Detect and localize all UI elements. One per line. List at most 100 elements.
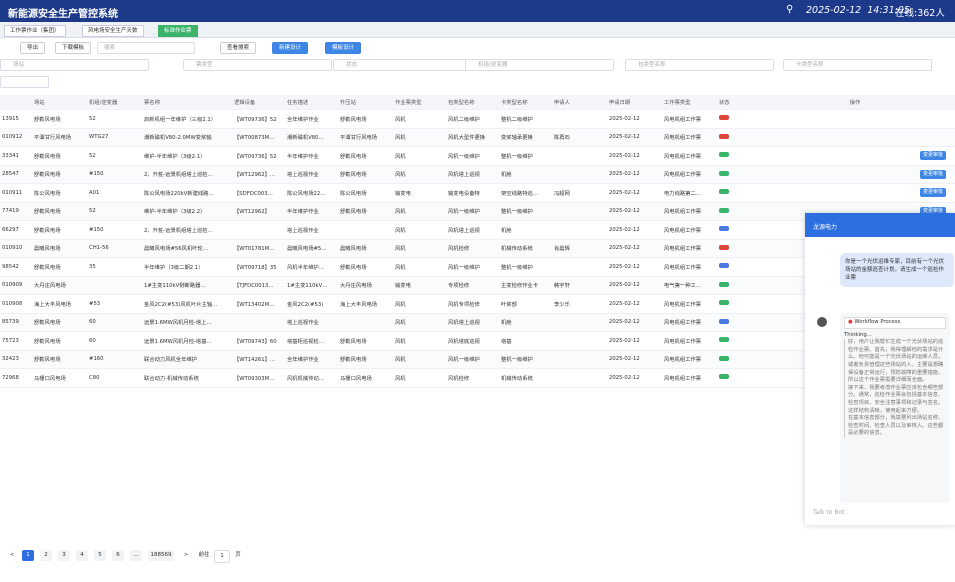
cell: 66297 bbox=[0, 220, 32, 240]
cell: 舒勒风电场 bbox=[338, 146, 393, 166]
column-header: 任务描述 bbox=[285, 95, 338, 110]
status-badge bbox=[719, 189, 729, 195]
cell bbox=[232, 313, 285, 332]
page[interactable]: 4 bbox=[76, 550, 88, 561]
search-icon[interactable]: ⚲ bbox=[786, 4, 794, 15]
page[interactable]: 2 bbox=[40, 550, 52, 561]
action-button[interactable]: 变更审批 bbox=[919, 188, 946, 198]
user-message: 你是一个光伏运维专家，目前有一个光伏场站的金额巡查计划，请生成一个巡检作业票 bbox=[840, 253, 954, 287]
cell: 舒勒风电场 bbox=[32, 313, 87, 332]
filter-input[interactable]: 卡类型名称 bbox=[783, 59, 932, 71]
cell: 【WT01781M… bbox=[232, 239, 285, 258]
page[interactable]: 1 bbox=[22, 550, 34, 561]
filter-input[interactable]: 包类型名称 bbox=[625, 59, 774, 71]
cell: 1#主变110kV侧断路器… bbox=[142, 276, 232, 295]
status-badge bbox=[719, 226, 729, 232]
cell: 舒勒风电场 bbox=[32, 146, 87, 166]
select[interactable] bbox=[0, 76, 49, 88]
cell: 全年维护作业 bbox=[285, 350, 338, 369]
cell: 输变电 bbox=[393, 276, 446, 295]
cell: 010910 bbox=[0, 239, 32, 258]
table-row: 33341 舒勒风电场 52 维护-半年维护（3级2.1） 【WT09736】52 半年维… bbox=[0, 146, 955, 166]
cell: #160 bbox=[87, 350, 142, 369]
cell: C80 bbox=[87, 368, 142, 388]
search-input[interactable]: 搜索 bbox=[97, 42, 195, 54]
cell: 机舱 bbox=[499, 313, 552, 332]
cell: 电力线路第二… bbox=[662, 183, 717, 203]
cell: 整机一级维护 bbox=[499, 257, 552, 277]
cell: 2025-02-12 bbox=[607, 109, 662, 129]
action-cell: 变更审批 bbox=[755, 165, 955, 184]
page[interactable]: 3 bbox=[58, 550, 70, 561]
cell: 维护-半年维护（3级2.2） bbox=[142, 202, 232, 221]
action-button[interactable]: 变更审批 bbox=[919, 169, 946, 179]
cell: 机械传动系统 bbox=[499, 239, 552, 258]
cell: #53 bbox=[87, 294, 142, 314]
cell: 风电机组工作票 bbox=[662, 128, 717, 147]
cell: 风电机组工作票 bbox=[662, 350, 717, 369]
filter-input[interactable]: 状态 bbox=[333, 59, 467, 71]
cell: 【WT00873M… bbox=[232, 128, 285, 147]
chat-input[interactable]: Talk to Bot bbox=[813, 509, 845, 516]
cell: 陈再石 bbox=[552, 128, 607, 147]
cell: 马栅口风电场 bbox=[338, 368, 393, 388]
tab[interactable]: 风电场安全生产天数 bbox=[82, 25, 144, 37]
page[interactable]: 6 bbox=[112, 550, 124, 561]
column-header: 逻辑设备 bbox=[232, 95, 285, 110]
cell: 【WT14261】… bbox=[232, 350, 285, 369]
cell: 风电机组工作票 bbox=[662, 146, 717, 166]
column-header: 卡类型名称 bbox=[499, 95, 552, 110]
template-button[interactable]: 模板设计 bbox=[325, 42, 362, 54]
column-header: 包类型名称 bbox=[446, 95, 499, 110]
filter-input[interactable]: 机组/逆变器 bbox=[465, 59, 614, 71]
action-button[interactable]: 变更审批 bbox=[919, 206, 946, 216]
cell: 【WT13402M… bbox=[232, 294, 285, 314]
column-header: 申请人 bbox=[552, 95, 607, 110]
cell: 舒勒风电场 bbox=[32, 220, 87, 240]
cell: 晨曦风电场 bbox=[338, 239, 393, 258]
filter-input[interactable]: 场站 bbox=[0, 59, 149, 71]
last-page[interactable]: 188569 bbox=[148, 550, 174, 561]
prev[interactable]: < bbox=[9, 552, 15, 558]
tab-active[interactable]: 标准作业票 bbox=[158, 25, 198, 37]
filter-input[interactable]: 票类型 bbox=[183, 59, 332, 71]
cell: 风机塔上巡视 bbox=[446, 220, 499, 240]
cell bbox=[552, 220, 607, 240]
cell: 风电机组工作票 bbox=[662, 239, 717, 258]
table-row: 66297 舒勒风电场 #150 2、升桩-远景机组塔上巡检… 塔上巡视作业 风机 风机塔上… bbox=[0, 220, 955, 240]
cell: 32423 bbox=[0, 350, 32, 369]
cell: 舒勒风电场 bbox=[32, 202, 87, 221]
header: 新能源安全生产管控系统 ⚲ 2025-02-12 14:31:05 在线:362… bbox=[0, 0, 955, 22]
cell: 风机 bbox=[393, 220, 446, 240]
page[interactable]: 5 bbox=[94, 550, 106, 561]
action-button[interactable]: 变更审批 bbox=[919, 151, 946, 161]
new-button[interactable]: 新建设计 bbox=[272, 42, 309, 54]
goto-input[interactable]: 1 bbox=[214, 550, 230, 563]
download-button[interactable]: 下载模板 bbox=[55, 42, 92, 54]
cell: 2025-02-12 bbox=[607, 276, 662, 295]
status-cell bbox=[717, 220, 755, 240]
status-cell bbox=[717, 294, 755, 314]
cell: 2025-02-12 bbox=[607, 128, 662, 147]
view-button[interactable]: 查看搜索 bbox=[220, 42, 257, 54]
status-badge bbox=[719, 300, 729, 306]
cell: 52 bbox=[87, 109, 142, 129]
status-badge bbox=[719, 207, 729, 213]
status-badge bbox=[719, 337, 729, 343]
cell: 35 bbox=[87, 257, 142, 277]
cell: 【WT09736】52 bbox=[232, 146, 285, 166]
cell: 舒勒风电场 bbox=[338, 165, 393, 184]
cell: 【WT09303M… bbox=[232, 368, 285, 388]
column-header: 操作 bbox=[755, 95, 955, 110]
export-button[interactable]: 导出 bbox=[20, 42, 46, 54]
status-badge bbox=[719, 318, 729, 324]
cell: 半年维护作业 bbox=[285, 146, 338, 166]
tab[interactable]: 工作票作业（集团） bbox=[4, 25, 66, 37]
cell: 2025-02-12 bbox=[607, 313, 662, 332]
status-cell bbox=[717, 313, 755, 332]
bot-reply: 好，用户让我帮忙生成一个光伏场站的巡检作业票。首先，我得理解他的需求是什么。他可… bbox=[844, 339, 946, 438]
next[interactable]: > bbox=[183, 552, 189, 558]
cell: 33341 bbox=[0, 146, 32, 166]
cell: 风机 bbox=[393, 350, 446, 369]
cell: 2025-02-12 bbox=[607, 294, 662, 314]
